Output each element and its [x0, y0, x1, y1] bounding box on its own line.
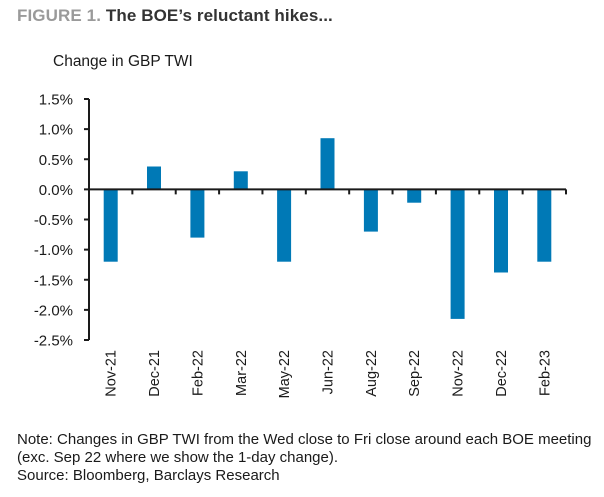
- note-line-2: (exc. Sep 22 where we show the 1-day cha…: [17, 449, 339, 466]
- x-tick-label: Dec-22: [494, 350, 510, 397]
- x-tick-label: Dec-21: [147, 350, 163, 397]
- bar-jun-22: [320, 138, 335, 190]
- notes-block: Note: Changes in GBP TWI from the Wed cl…: [17, 431, 591, 485]
- x-tick-label: Sep-22: [407, 350, 423, 397]
- x-ticks-group: Nov-21 Dec-21 Feb-22 Mar-22 May-22 Jun-22 Aug-…: [104, 189, 567, 398]
- y-ticks-group: 1.5% 1.0% 0.5% 0.0% -0.5% -1.0% -1.5% -2.0% -2.5…: [34, 92, 89, 350]
- y-axis-label: Change in GBP TWI: [53, 53, 193, 70]
- bars-group: [103, 138, 552, 319]
- bar-feb-22: [190, 189, 205, 238]
- bar-mar-22: [233, 171, 248, 190]
- bar-dec-22: [494, 189, 508, 273]
- x-tick-label: Feb-22: [190, 350, 206, 396]
- x-tick-label: Feb-23: [537, 350, 553, 396]
- y-tick-label: 1.0%: [39, 122, 73, 139]
- y-tick-label: 0.5%: [39, 152, 73, 169]
- bar-chart: 1.5% 1.0% 0.5% 0.0% -0.5% -1.0% -1.5% -2.0% -2.5…: [34, 92, 567, 398]
- bar-nov-22: [450, 189, 465, 319]
- x-tick-label: Mar-22: [234, 350, 250, 396]
- source-line: Source: Bloomberg, Barclays Research: [17, 467, 280, 484]
- note-line-1: Note: Changes in GBP TWI from the Wed cl…: [17, 431, 592, 448]
- y-tick-label: -1.0%: [34, 242, 73, 259]
- y-tick-label: 0.0%: [39, 182, 73, 199]
- x-tick-label: May-22: [277, 350, 293, 398]
- x-tick-label: Aug-22: [364, 350, 380, 397]
- bar-dec-21: [147, 166, 161, 190]
- bar-sep-22: [407, 189, 422, 203]
- bar-feb-23: [537, 189, 552, 262]
- y-tick-label: -2.0%: [34, 302, 73, 319]
- y-tick-label: -2.5%: [34, 333, 73, 350]
- figure-title-text: The BOE’s reluctant hikes...: [105, 6, 333, 25]
- y-tick-label: -1.5%: [34, 272, 73, 289]
- x-tick-label: Jun-22: [321, 350, 337, 394]
- y-tick-label: 1.5%: [39, 92, 73, 109]
- x-tick-label: Nov-22: [451, 350, 467, 397]
- figure-title: FIGURE 1. The BOE’s reluctant hikes...: [17, 6, 333, 26]
- x-tick-label: Nov-21: [104, 350, 120, 397]
- bar-nov-21: [103, 189, 118, 262]
- bar-aug-22: [363, 189, 378, 232]
- figure-label: FIGURE 1.: [17, 6, 102, 25]
- bar-may-22: [277, 189, 292, 262]
- y-tick-label: -0.5%: [34, 212, 73, 229]
